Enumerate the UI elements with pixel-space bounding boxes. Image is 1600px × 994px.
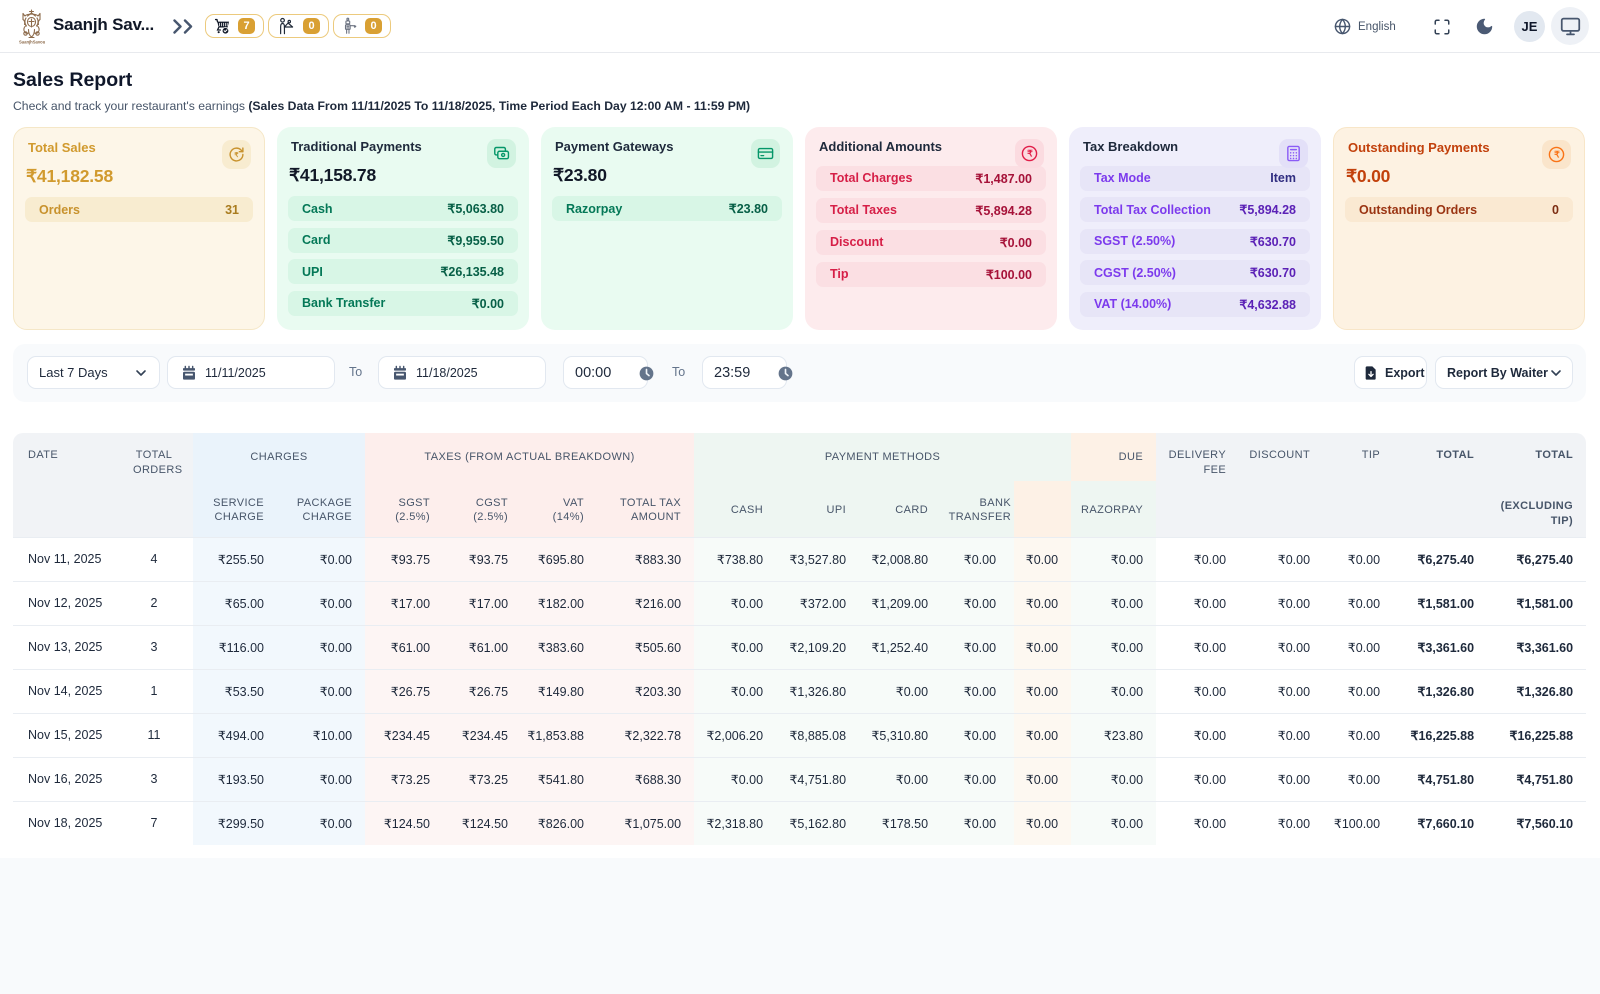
svg-text:₹: ₹	[234, 151, 239, 159]
svg-text:₹: ₹	[1554, 150, 1560, 160]
svg-text:SaanjhSavoury: SaanjhSavoury	[19, 40, 45, 45]
svg-text:₹: ₹	[1027, 149, 1033, 159]
